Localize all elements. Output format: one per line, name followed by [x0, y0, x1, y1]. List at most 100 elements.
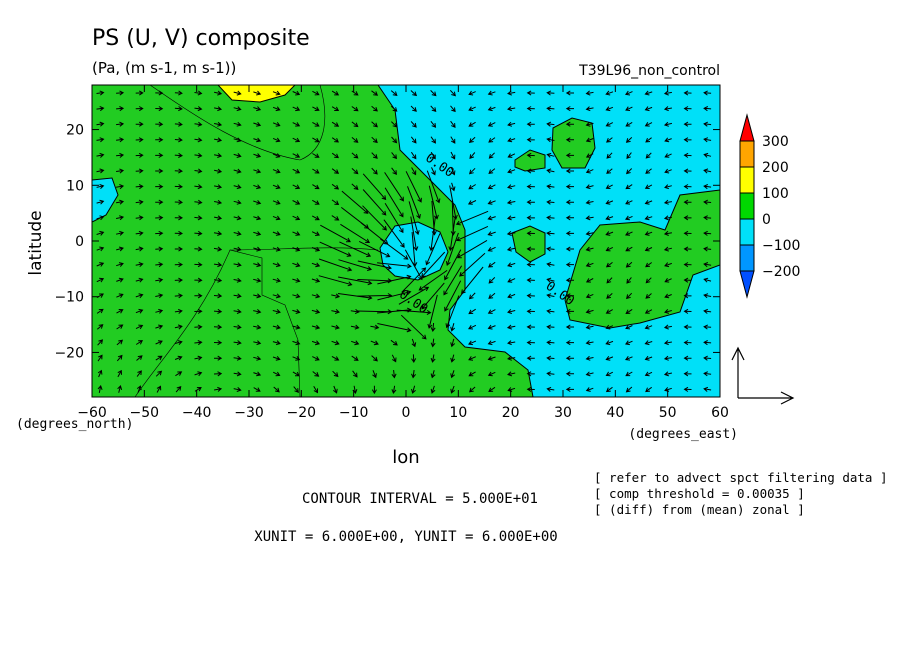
wind-arrow: [488, 261, 496, 268]
wind-arrow: [683, 121, 692, 127]
wind-arrow: [194, 230, 203, 236]
wind-arrow: [332, 370, 339, 378]
wind-arrow: [585, 184, 594, 190]
wind-arrow: [605, 231, 614, 236]
x-tick-label: 30: [554, 405, 572, 421]
wind-arrow: [605, 355, 614, 361]
positive-island-2: [514, 149, 546, 172]
wind-arrow: [311, 215, 320, 221]
wind-arrow: [312, 199, 320, 205]
wind-arrow: [410, 121, 417, 128]
wind-arrow: [565, 90, 574, 96]
wind-arrow: [664, 168, 672, 174]
wind-arrow: [213, 340, 223, 346]
wind-arrow: [507, 153, 516, 158]
wind-arrow: [507, 293, 516, 299]
wind-arrow: [155, 121, 164, 127]
wind-arrow: [194, 184, 203, 190]
wind-arrow: [331, 152, 339, 159]
wind-arrow: [390, 90, 398, 97]
wind-arrow: [233, 199, 242, 205]
note-line: [ (diff) from (mean) zonal ]: [594, 502, 805, 517]
wind-arrow: [362, 205, 387, 231]
y-tick-label: −10: [54, 290, 84, 306]
wind-arrow: [292, 153, 301, 158]
contour-interval: CONTOUR INTERVAL = 5.000E+01: [302, 491, 538, 507]
wind-arrow: [194, 340, 203, 346]
wind-arrow: [292, 90, 301, 96]
wind-arrow: [194, 262, 203, 268]
wind-arrow: [683, 230, 692, 236]
wind-arrow: [136, 370, 142, 377]
wind-arrow: [468, 371, 476, 377]
wind-arrow: [96, 262, 105, 267]
colorbar-swatch: [739, 192, 755, 220]
wind-arrow: [450, 120, 456, 128]
colorbar-label: 300: [762, 134, 789, 150]
wind-arrow: [371, 385, 377, 395]
wind-arrow: [318, 258, 353, 272]
wind-arrow: [683, 137, 692, 143]
wind-arrow: [272, 355, 281, 361]
wind-arrow: [703, 355, 712, 361]
wind-arrow: [468, 356, 477, 361]
wind-arrow: [507, 168, 516, 174]
wind-arrow: [174, 90, 183, 96]
wind-arrow: [213, 324, 223, 330]
wind-arrow: [663, 199, 672, 205]
wind-arrow: [644, 324, 653, 330]
wind-arrow: [506, 246, 516, 252]
wind-arrow: [214, 386, 223, 392]
wind-arrow: [155, 90, 164, 96]
wind-arrow: [683, 293, 692, 299]
wind-arrow: [565, 293, 574, 299]
wind-arrow: [135, 324, 144, 330]
wind-arrow: [272, 106, 281, 112]
wind-arrow: [384, 172, 404, 202]
wind-arrow: [351, 137, 359, 143]
wind-arrow: [96, 308, 104, 314]
wind-arrow: [445, 232, 459, 267]
wind-arrow: [644, 215, 653, 221]
wind-arrow: [174, 293, 183, 299]
wind-arrow: [683, 152, 692, 158]
wind-arrow: [507, 262, 516, 268]
wind-arrow: [253, 106, 262, 112]
wind-arrow: [506, 231, 516, 236]
wind-arrow: [174, 199, 183, 205]
wind-arrow: [155, 199, 164, 205]
wind-arrow: [96, 199, 105, 205]
wind-arrow: [565, 215, 574, 221]
wind-arrow: [663, 324, 672, 330]
wind-arrow: [174, 152, 183, 158]
wind-arrow: [645, 137, 652, 143]
wind-arrow: [487, 215, 496, 221]
wind-arrow: [585, 278, 594, 283]
wind-arrow: [253, 340, 262, 346]
wind-arrow: [174, 340, 183, 345]
wind-arrow: [487, 309, 496, 314]
wind-arrow: [396, 309, 432, 315]
wind-arrow: [311, 262, 321, 268]
wind-arrow: [312, 371, 320, 377]
wind-arrow: [431, 167, 436, 176]
wind-arrow: [488, 386, 496, 393]
wind-arrow: [155, 215, 164, 221]
wind-arrow: [273, 386, 280, 393]
wind-arrow: [391, 136, 398, 144]
x-tick-label: 0: [402, 405, 411, 421]
wind-arrow: [507, 355, 516, 361]
wind-arrow: [526, 215, 535, 221]
wind-arrow: [410, 136, 417, 144]
wind-arrow: [155, 308, 164, 314]
colorbar-cap: [739, 270, 755, 299]
x-tick-label: −50: [130, 405, 160, 421]
y-tick-label: 0: [75, 234, 84, 250]
wind-arrow: [331, 324, 340, 330]
y-tick-label: −20: [54, 345, 84, 361]
y-axis: −20 −10 0 10 20: [54, 123, 720, 361]
wind-arrow: [585, 215, 594, 221]
wind-arrow: [427, 294, 438, 329]
wind-arrow: [175, 385, 182, 393]
